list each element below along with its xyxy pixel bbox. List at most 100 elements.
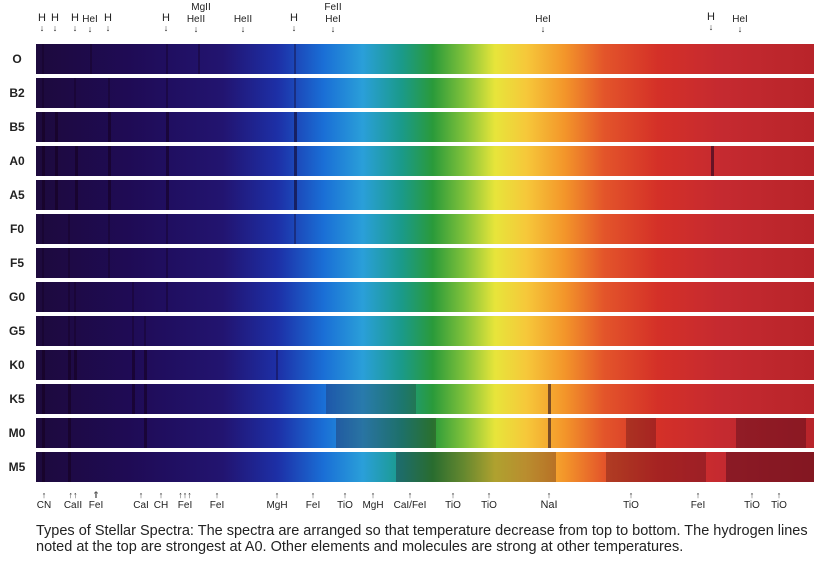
absorption-line (711, 146, 714, 176)
spectral-type-label: G5 (8, 324, 25, 338)
bottom-label: ↑ CN (36, 490, 52, 512)
spectrum-row-k0: K0 (0, 350, 825, 380)
absorption-line (166, 282, 168, 312)
absorption-line (108, 248, 110, 278)
spectrum-row-g5: G5 (0, 316, 825, 346)
absorption-line (42, 282, 44, 312)
top-line-labels: H ↓ H ↓ H ↓ HeI ↓ H ↓ H ↓ HeII ↓ MgII HeII ↓ H ↓ … (0, 0, 825, 40)
absorption-line (42, 316, 44, 346)
absorption-line (68, 350, 71, 380)
absorption-line (294, 78, 296, 108)
absorption-line (42, 452, 45, 482)
top-label: HeII ↓ (233, 14, 253, 34)
spectral-type-label: B2 (9, 86, 25, 100)
spectrum-strip (36, 452, 814, 482)
absorption-line (166, 248, 168, 278)
absorption-line (166, 112, 169, 142)
absorption-line (55, 180, 58, 210)
spectrum-strip (36, 418, 814, 448)
absorption-line (166, 44, 168, 74)
absorption-line (144, 384, 147, 414)
spectrum-row-m5: M5 (0, 452, 825, 482)
bottom-label: ⇑ FeI (88, 490, 104, 512)
bottom-label: ↑ TiO (481, 490, 497, 512)
absorption-line (108, 112, 111, 142)
absorption-line (75, 180, 78, 210)
top-label: HeI ↓ (325, 14, 341, 34)
top-label: HeII ↓ (186, 14, 206, 34)
bottom-label: ↑ TiO (744, 490, 760, 512)
top-label: H ↓ (707, 11, 715, 32)
molecular-band (726, 452, 814, 482)
top-label: H ↓ (290, 12, 298, 33)
molecular-band (736, 418, 806, 448)
absorption-line (108, 214, 110, 244)
spectrum-row-b2: B2 (0, 78, 825, 108)
absorption-line (132, 350, 135, 380)
absorption-line (74, 282, 76, 312)
absorption-line (108, 146, 111, 176)
top-label: H ↓ (162, 12, 170, 33)
absorption-line (166, 78, 168, 108)
bottom-label: ↑ TiO (623, 490, 639, 512)
top-label: H ↓ (51, 12, 59, 33)
bottom-label: ↑ TiO (771, 490, 787, 512)
spectrum-strip (36, 316, 814, 346)
spectrum-strip (36, 146, 814, 176)
absorption-line (276, 350, 278, 380)
absorption-line (294, 214, 296, 244)
bottom-label: ↑ FeI (209, 490, 225, 512)
absorption-line (55, 146, 58, 176)
top-label: HeI ↓ (82, 14, 98, 34)
absorption-line (42, 418, 45, 448)
absorption-line (166, 180, 169, 210)
spectral-type-label: K0 (9, 358, 25, 372)
absorption-line (68, 282, 70, 312)
spectrum-strip (36, 214, 814, 244)
absorption-line (68, 452, 71, 482)
spectrum-row-a0: A0 (0, 146, 825, 176)
absorption-line (294, 180, 297, 210)
spectral-type-label: A0 (9, 154, 25, 168)
absorption-line (68, 384, 71, 414)
bottom-label: ↑ NaI (540, 490, 558, 511)
absorption-line (132, 316, 134, 346)
absorption-line (144, 350, 147, 380)
absorption-line (42, 78, 44, 108)
spectrum-strip (36, 112, 814, 142)
spectral-type-label: G0 (8, 290, 25, 304)
absorption-line (132, 282, 134, 312)
absorption-line (294, 146, 297, 176)
spectral-type-label: M0 (8, 426, 26, 440)
absorption-line (68, 418, 71, 448)
molecular-band (606, 452, 706, 482)
spectrum-row-k5: K5 (0, 384, 825, 414)
bottom-label: ↑ MgH (266, 490, 288, 512)
spectral-type-label: M5 (8, 460, 26, 474)
bottom-label: ↑ TiO (445, 490, 461, 512)
bottom-label: ↑↑↑ FeI (177, 490, 193, 512)
molecular-band (626, 418, 656, 448)
spectrum-row-b5: B5 (0, 112, 825, 142)
molecular-band (336, 418, 436, 448)
absorption-line (74, 350, 77, 380)
absorption-line (144, 418, 147, 448)
absorption-line (132, 384, 135, 414)
spectrum-row-g0: G0 (0, 282, 825, 312)
spectrum-strip (36, 282, 814, 312)
top-label: H ↓ (104, 12, 112, 33)
absorption-line (548, 384, 551, 414)
spectral-type-label: A5 (9, 188, 25, 202)
absorption-line (42, 248, 44, 278)
absorption-line (90, 44, 92, 74)
bottom-label: ↑ TiO (337, 490, 353, 512)
spectrum-strip (36, 350, 814, 380)
top-label: HeI ↓ (535, 14, 551, 34)
spectrum-row-o: O (0, 44, 825, 74)
absorption-line (75, 146, 78, 176)
absorption-line (42, 146, 45, 176)
absorption-line (108, 78, 110, 108)
spectral-type-label: B5 (9, 120, 25, 134)
absorption-line (294, 44, 296, 74)
bottom-label: ↑ MgH (362, 490, 384, 512)
